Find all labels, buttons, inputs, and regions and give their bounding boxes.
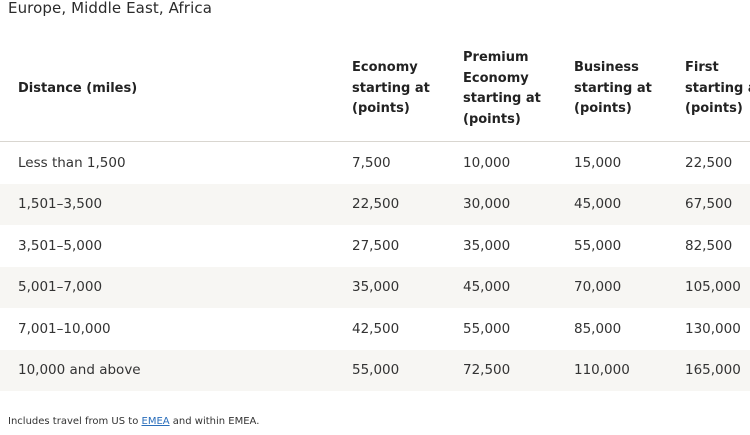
cell-premium-economy: 35,000: [463, 237, 511, 254]
cell-first: 105,000: [685, 266, 750, 308]
header-economy-label: Economy starting at (points): [352, 60, 430, 117]
cell-distance: 1,501–3,500: [0, 183, 352, 225]
cell-premium-economy: 72,500: [463, 349, 574, 391]
cell-first: 82,500: [685, 237, 733, 254]
cell-premium-economy: 55,000: [463, 320, 511, 337]
table-row: 1,501–3,500 22,500 30,000 45,000 67,500: [0, 183, 750, 225]
cell-economy: 55,000: [352, 349, 463, 391]
cell-business: 70,000: [574, 266, 685, 308]
cell-business: 45,000: [574, 183, 685, 225]
emea-link[interactable]: EMEA: [141, 416, 170, 427]
table-row: 5,001–7,000 35,000 45,000 70,000 105,000: [0, 266, 750, 308]
cell-business: 15,000: [574, 154, 622, 171]
award-chart-table: Distance (miles) Economy starting at (po…: [0, 37, 750, 391]
header-premium-economy: Premium Economy starting at (points): [463, 37, 574, 142]
footnote-prefix: Includes travel from US to: [8, 416, 142, 427]
header-business: Business starting at (points): [574, 37, 685, 142]
table-row: 10,000 and above 55,000 72,500 110,000 1…: [0, 349, 750, 391]
header-distance-label: Distance (miles): [18, 80, 138, 96]
cell-first: 165,000: [685, 349, 750, 391]
region-title: Europe, Middle East, Africa: [8, 0, 212, 17]
cell-premium-economy: 10,000: [463, 154, 511, 171]
footnote: Includes travel from US to EMEA and with…: [8, 416, 259, 427]
cell-business: 55,000: [574, 237, 622, 254]
header-economy: Economy starting at (points): [352, 37, 463, 142]
header-first-label: First starting at (points): [685, 60, 750, 117]
header-distance: Distance (miles): [0, 37, 352, 142]
table-row: 3,501–5,000 27,500 35,000 55,000 82,500: [0, 225, 750, 267]
cell-business: 110,000: [574, 349, 685, 391]
cell-distance: 7,001–10,000: [18, 320, 111, 337]
table-header-row: Distance (miles) Economy starting at (po…: [0, 37, 750, 142]
cell-first: 67,500: [685, 183, 750, 225]
cell-economy: 22,500: [352, 183, 463, 225]
cell-distance: Less than 1,500: [18, 154, 126, 171]
cell-premium-economy: 45,000: [463, 266, 574, 308]
cell-premium-economy: 30,000: [463, 183, 574, 225]
header-first: First starting at (points): [685, 37, 750, 142]
cell-economy: 27,500: [352, 237, 400, 254]
cell-distance: 5,001–7,000: [0, 266, 352, 308]
cell-first: 130,000: [685, 320, 741, 337]
cell-distance: 10,000 and above: [0, 349, 352, 391]
header-business-label: Business starting at (points): [574, 60, 652, 117]
cell-economy: 42,500: [352, 320, 400, 337]
cell-first: 22,500: [685, 154, 733, 171]
cell-economy: 35,000: [352, 266, 463, 308]
header-premium-economy-label: Premium Economy starting at (points): [463, 50, 541, 127]
footnote-suffix: and within EMEA.: [169, 416, 260, 427]
table-row: Less than 1,500 7,500 10,000 15,000 22,5…: [0, 142, 750, 184]
cell-distance: 3,501–5,000: [18, 237, 103, 254]
cell-economy: 7,500: [352, 154, 391, 171]
table-row: 7,001–10,000 42,500 55,000 85,000 130,00…: [0, 308, 750, 350]
cell-business: 85,000: [574, 320, 622, 337]
